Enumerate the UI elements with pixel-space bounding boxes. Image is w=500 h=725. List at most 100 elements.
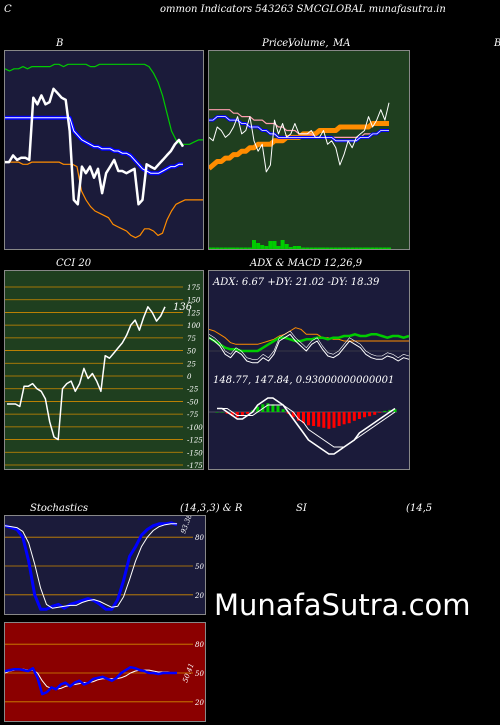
ma50-line <box>209 121 389 171</box>
macd-histogram-bar <box>312 412 316 426</box>
adx-line-shadow <box>209 330 410 360</box>
macd-histogram-bar <box>332 412 336 428</box>
macd-histogram-bar <box>281 409 285 412</box>
volume-bar <box>321 247 326 249</box>
cci-chart: 175 150 125 100 75 50 25 0 -25 -50 -75 -100 -125 -150… <box>5 284 203 470</box>
cci-title: CCI 20 <box>56 258 92 269</box>
volume-bar <box>325 247 330 249</box>
rsi-tick-label: 80 <box>195 641 204 649</box>
volume-title: Volume, <box>288 38 329 49</box>
bollinger-chart <box>5 63 203 239</box>
volume-bar <box>362 247 367 249</box>
macd-line <box>217 397 396 455</box>
cci-tick-label: 125 <box>187 309 201 317</box>
macd-histogram-bar <box>240 412 244 417</box>
rsi-tick-label: 50 <box>195 670 204 678</box>
volume-bar <box>252 240 256 249</box>
cci-tick-label: -25 <box>187 386 199 394</box>
rsi-value-label: 50.41 <box>181 662 195 684</box>
volume-bar <box>370 247 375 249</box>
macd-histogram-bar <box>347 412 351 424</box>
macd-histogram-bar <box>317 412 321 427</box>
macd-histogram-bar <box>388 409 392 412</box>
macd-histogram-bar <box>378 412 382 413</box>
volume-bar <box>378 247 383 249</box>
volume-bar <box>297 246 301 249</box>
adx-macd-chart: ADX: 6.67 +DY: 21.02 -DY: 18.39 148.77, 1… <box>209 277 410 455</box>
header-left-char: C <box>4 4 12 15</box>
volume-bar <box>337 247 342 249</box>
volume-bar <box>301 247 306 249</box>
volume-bar <box>342 247 346 249</box>
volume-bar <box>313 247 318 249</box>
cci-tick-label: -50 <box>187 398 199 406</box>
cci-tick-label: 25 <box>186 360 196 368</box>
stoch-value-label: 93.38 <box>179 516 194 535</box>
volume-bar <box>292 246 297 249</box>
macd-histogram-bar <box>363 412 366 418</box>
volume-bar <box>223 247 228 249</box>
macd-histogram-bar <box>246 412 249 414</box>
volume-bar <box>239 247 244 249</box>
volume-bar <box>350 247 355 249</box>
volume-bar <box>247 247 252 249</box>
adx-value-label: ADX: 6.67 +DY: 21.02 -DY: 18.39 <box>212 277 380 288</box>
price-ma-panel <box>208 50 410 250</box>
cci-tick-label: 50 <box>187 348 196 356</box>
volume-bar <box>346 247 351 249</box>
volume-bar <box>305 247 310 249</box>
macd-histogram-bar <box>393 409 397 412</box>
volume-bar <box>256 243 261 249</box>
stochastics-params: (14,3,3) & R <box>180 503 243 514</box>
macd-histogram-bar <box>291 412 295 418</box>
cci-tick-label: 150 <box>187 297 201 305</box>
volume-bar <box>264 246 269 249</box>
volume-bar <box>317 247 322 249</box>
macd-histogram-bar <box>383 410 387 412</box>
bollinger-title: B <box>56 38 64 49</box>
volume-bar <box>288 247 293 249</box>
rsi-line <box>5 665 177 696</box>
volume-bar <box>235 247 240 249</box>
cci-tick-label: -150 <box>187 449 203 457</box>
volume-bar <box>231 247 236 249</box>
macd-histogram-bar <box>256 406 260 413</box>
volume-bar <box>211 247 216 249</box>
macd-histogram-bar <box>271 404 275 412</box>
macd-histogram-bar <box>327 412 331 429</box>
volume-bar <box>276 246 281 249</box>
cci-tick-label: 0 <box>187 373 192 381</box>
rsi-panel: 80 50 20 50.41 <box>4 622 206 722</box>
macd-histogram-bar <box>220 412 224 413</box>
macd-histogram-bar <box>352 412 356 421</box>
bb-middle-line <box>5 117 183 174</box>
price-line <box>209 102 390 173</box>
cci-tick-label: -100 <box>187 424 203 432</box>
bb-lower-line <box>5 161 203 239</box>
volume-bar <box>272 241 277 249</box>
cci-tick-label: -175 <box>187 462 203 470</box>
cci-line <box>7 306 166 441</box>
adx-plus-di-line <box>209 333 410 353</box>
cci-tick-label: 175 <box>187 284 201 292</box>
stoch-tick-label: 20 <box>194 592 204 600</box>
macd-histogram-bar <box>235 412 239 418</box>
macd-histogram-bar <box>307 412 310 426</box>
rsi-chart: 80 50 20 50.41 <box>5 641 204 707</box>
volume-bar <box>227 247 232 249</box>
macd-histogram-bar <box>342 412 346 425</box>
volume-bar <box>387 247 391 249</box>
rsi-title: SI <box>296 503 307 514</box>
macd-histogram-bar <box>296 412 300 421</box>
macd-histogram-bar <box>368 412 372 417</box>
price-ma-chart <box>209 102 391 249</box>
cci-tick-label: 100 <box>187 322 201 330</box>
watermark: MunafaSutra.com <box>214 588 471 622</box>
adx-line <box>209 333 410 364</box>
bollinger-panel <box>4 50 204 250</box>
bb-price-line <box>5 87 185 206</box>
macd-histogram-bar <box>230 412 234 417</box>
macd-value-label: 148.77, 147.84, 0.93000000000001 <box>213 375 394 386</box>
stochastics-title: Stochastics <box>30 503 88 514</box>
rsi-params: (14,5 <box>406 503 433 514</box>
